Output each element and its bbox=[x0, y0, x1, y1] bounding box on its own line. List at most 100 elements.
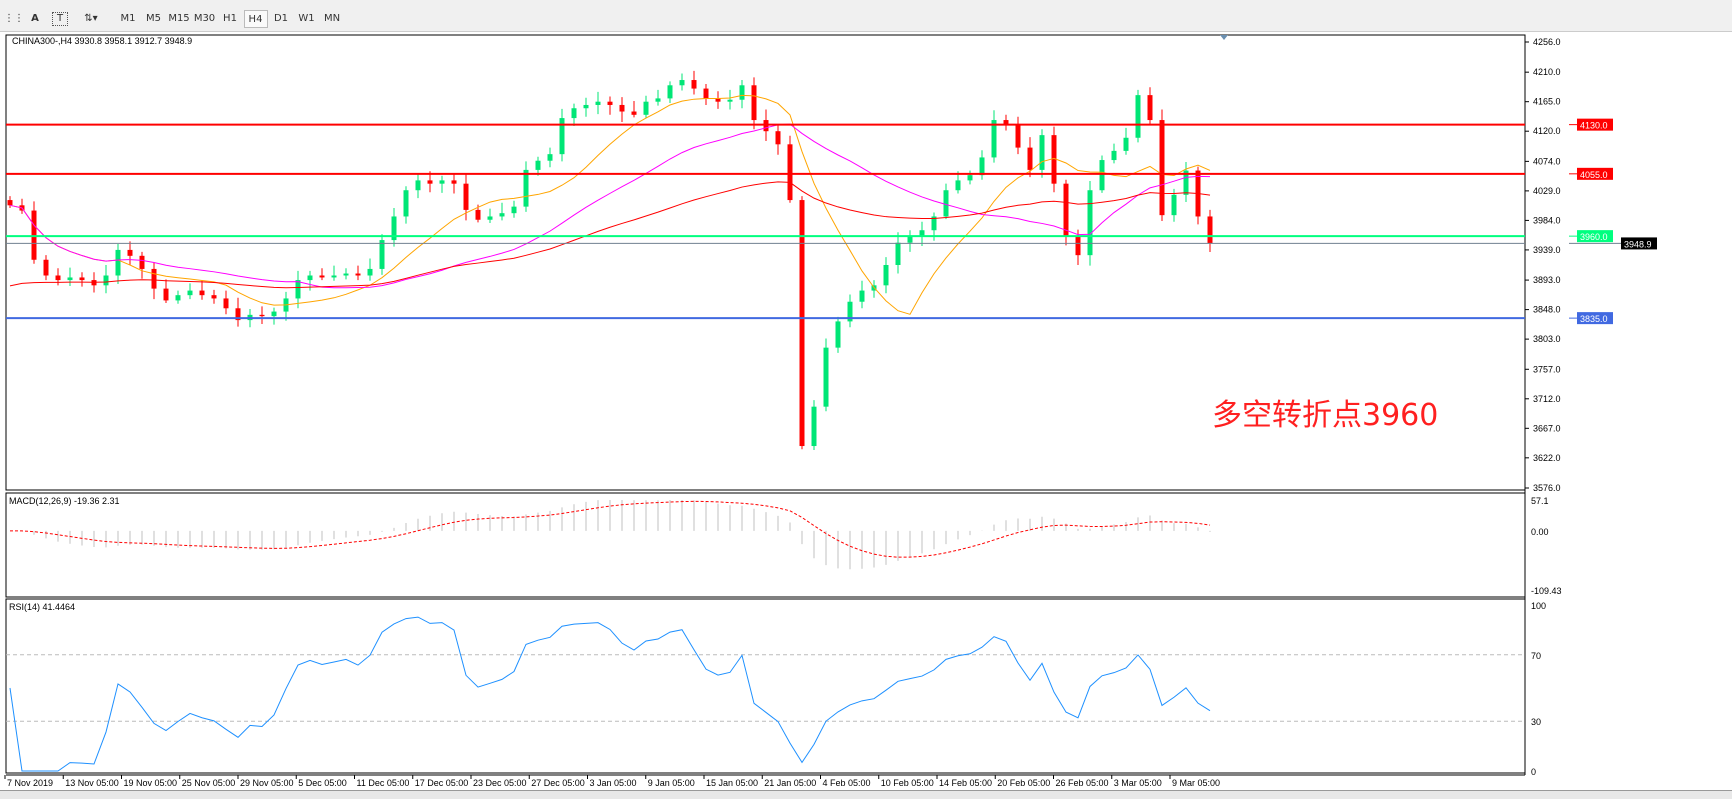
level-price-label: 3835.0 bbox=[1580, 314, 1608, 324]
y-tick-label: 4074.0 bbox=[1533, 156, 1561, 166]
candle-body bbox=[271, 311, 277, 317]
candle-body bbox=[427, 180, 433, 184]
macd-tick-label: 0.00 bbox=[1531, 527, 1549, 537]
candle-body bbox=[199, 290, 205, 296]
candle-body bbox=[907, 236, 913, 243]
candle-body bbox=[475, 209, 481, 220]
candle-body bbox=[943, 190, 949, 217]
candle-body bbox=[799, 200, 805, 447]
timeframe-mn[interactable]: MN bbox=[323, 13, 341, 24]
candle-body bbox=[1051, 135, 1057, 184]
candle-body bbox=[979, 157, 985, 176]
x-tick-label: 5 Dec 05:00 bbox=[298, 778, 347, 788]
candle-body bbox=[931, 216, 937, 231]
text-icon[interactable]: A bbox=[31, 13, 39, 24]
x-tick-label: 9 Jan 05:00 bbox=[648, 778, 695, 788]
rsi-panel bbox=[5, 598, 1526, 774]
bid-price-label: 3948.9 bbox=[1624, 239, 1652, 249]
macd-label: MACD(12,26,9) -19.36 2.31 bbox=[9, 496, 120, 506]
candle-body bbox=[703, 88, 709, 99]
grid-icon[interactable]: ⋮⋮ bbox=[4, 13, 24, 24]
candle-body bbox=[175, 295, 181, 301]
chart-window[interactable]: CHINA300-,H4 3930.8 3958.1 3912.7 3948.9… bbox=[0, 32, 1732, 790]
macd-tick-label: -109.43 bbox=[1531, 586, 1562, 596]
candle-body bbox=[883, 265, 889, 286]
candle-body bbox=[1039, 135, 1045, 170]
candle-body bbox=[967, 175, 973, 181]
candle-body bbox=[1123, 137, 1129, 151]
candle-body bbox=[955, 180, 961, 191]
timeframe-w1[interactable]: W1 bbox=[298, 13, 315, 24]
x-tick-label: 10 Feb 05:00 bbox=[881, 778, 934, 788]
level-price-tag bbox=[1577, 230, 1613, 243]
candle-body bbox=[379, 240, 385, 269]
candle-body bbox=[547, 154, 553, 161]
timeframe-m30[interactable]: M30 bbox=[193, 13, 216, 24]
candle-body bbox=[775, 131, 781, 145]
candle-body bbox=[619, 104, 625, 112]
timeframe-m1[interactable]: M1 bbox=[120, 13, 136, 24]
candle-body bbox=[919, 230, 925, 237]
candle-body bbox=[1207, 216, 1213, 244]
x-tick-label: 23 Dec 05:00 bbox=[473, 778, 527, 788]
candle-body bbox=[115, 249, 121, 276]
x-tick-label: 26 Feb 05:00 bbox=[1056, 778, 1109, 788]
candle-body bbox=[463, 183, 469, 210]
y-tick-label: 4256.0 bbox=[1533, 37, 1561, 47]
candle-body bbox=[7, 200, 13, 206]
rsi-tick-label: 0 bbox=[1531, 767, 1536, 777]
x-tick-label: 25 Nov 05:00 bbox=[182, 778, 236, 788]
candle-body bbox=[1147, 95, 1153, 121]
rsi-tick-label: 30 bbox=[1531, 717, 1541, 727]
candle-body bbox=[595, 101, 601, 105]
candle-body bbox=[355, 273, 361, 276]
candle-body bbox=[1111, 150, 1117, 161]
candle-body bbox=[211, 295, 217, 299]
x-tick-label: 3 Jan 05:00 bbox=[590, 778, 637, 788]
x-tick-label: 9 Mar 05:00 bbox=[1172, 778, 1220, 788]
candle-body bbox=[1027, 147, 1033, 170]
candle-body bbox=[439, 180, 445, 184]
x-tick-label: 7 Nov 2019 bbox=[7, 778, 53, 788]
candle-body bbox=[451, 180, 457, 184]
candle-body bbox=[331, 275, 337, 278]
candle-body bbox=[655, 98, 661, 102]
x-tick-label: 27 Dec 05:00 bbox=[531, 778, 585, 788]
candle-body bbox=[583, 104, 589, 109]
x-tick-label: 17 Dec 05:00 bbox=[415, 778, 469, 788]
candle-body bbox=[223, 298, 229, 309]
y-tick-label: 4120.0 bbox=[1533, 126, 1561, 136]
timeframe-h4[interactable]: H4 bbox=[243, 10, 268, 28]
candle-body bbox=[1183, 170, 1189, 195]
macd-signal-line bbox=[9, 500, 1211, 558]
timeframe-d1[interactable]: D1 bbox=[273, 13, 289, 24]
level-price-label: 3960.0 bbox=[1580, 232, 1608, 242]
candle-body bbox=[367, 268, 373, 276]
candle-body bbox=[403, 190, 409, 217]
candle-body bbox=[139, 255, 145, 269]
chart-canvas[interactable]: CHINA300-,H4 3930.8 3958.1 3912.7 3948.9… bbox=[0, 32, 1732, 790]
candle-body bbox=[859, 290, 865, 302]
level-price-tag bbox=[1577, 312, 1613, 325]
candle-body bbox=[79, 277, 85, 281]
x-tick-label: 29 Nov 05:00 bbox=[240, 778, 294, 788]
candle-body bbox=[751, 85, 757, 121]
x-tick-label: 14 Feb 05:00 bbox=[939, 778, 992, 788]
timeframe-h1[interactable]: H1 bbox=[223, 13, 237, 24]
text-label-icon[interactable]: T bbox=[52, 12, 68, 26]
candle-body bbox=[103, 275, 109, 286]
candle-body bbox=[667, 85, 673, 99]
toolbar: ⋮⋮ A T ⇅▾ M1 M5 M15 M30 H1 H4 D1 W1 MN bbox=[0, 0, 1732, 32]
candle-body bbox=[1159, 120, 1165, 216]
arrows-icon[interactable]: ⇅▾ bbox=[84, 13, 98, 24]
candle-body bbox=[67, 277, 73, 281]
candle-body bbox=[151, 268, 157, 289]
bid-price-tag bbox=[1621, 237, 1657, 250]
rsi-line bbox=[9, 616, 1211, 772]
timeframe-m5[interactable]: M5 bbox=[146, 13, 161, 24]
rsi-tick-label: 70 bbox=[1531, 651, 1541, 661]
chart-tabs-bar[interactable] bbox=[0, 790, 1732, 799]
y-tick-label: 3712.0 bbox=[1533, 394, 1561, 404]
x-tick-label: 4 Feb 05:00 bbox=[823, 778, 871, 788]
timeframe-m15[interactable]: M15 bbox=[168, 13, 190, 24]
